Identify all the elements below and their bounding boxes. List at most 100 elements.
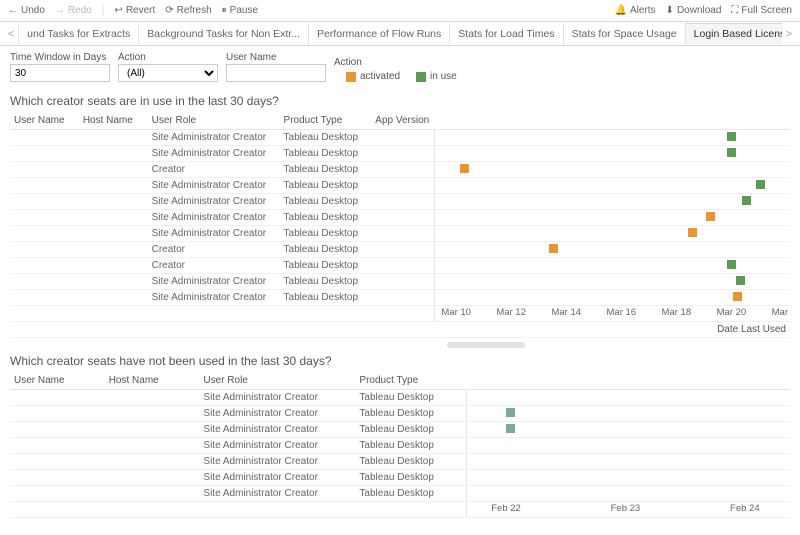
cell-product: Tableau Desktop bbox=[280, 290, 372, 306]
table-row[interactable]: Site Administrator CreatorTableau Deskto… bbox=[10, 438, 790, 454]
data-marker[interactable] bbox=[506, 424, 515, 433]
chart-cell bbox=[467, 422, 790, 438]
cell-hostname bbox=[105, 486, 200, 502]
data-marker[interactable] bbox=[460, 164, 469, 173]
cell-hostname bbox=[79, 146, 148, 162]
cell-userrole: Site Administrator Creator bbox=[148, 226, 280, 242]
revert-label: Revert bbox=[126, 5, 155, 16]
data-marker[interactable] bbox=[756, 180, 765, 189]
cell-hostname bbox=[79, 226, 148, 242]
download-button[interactable]: ⬇ Download bbox=[666, 5, 722, 16]
axis-tick-label: Mar 22 bbox=[772, 307, 790, 318]
data-marker[interactable] bbox=[727, 132, 736, 141]
horizontal-scrollbar[interactable] bbox=[10, 342, 790, 348]
chart-cell bbox=[434, 194, 790, 210]
cell-userrole: Site Administrator Creator bbox=[148, 146, 280, 162]
column-header[interactable]: User Role bbox=[199, 372, 355, 390]
legend-swatch bbox=[346, 72, 356, 82]
column-header[interactable]: Host Name bbox=[105, 372, 200, 390]
table-row[interactable]: Site Administrator CreatorTableau Deskto… bbox=[10, 422, 790, 438]
cell-userrole: Site Administrator Creator bbox=[148, 178, 280, 194]
cell-username bbox=[10, 470, 105, 486]
cell-appversion bbox=[371, 274, 434, 290]
column-header[interactable]: Host Name bbox=[79, 112, 148, 130]
cell-username bbox=[10, 146, 79, 162]
tab-4[interactable]: Stats for Space Usage bbox=[564, 23, 686, 44]
column-header[interactable]: Product Type bbox=[280, 112, 372, 130]
table-row[interactable]: Site Administrator CreatorTableau Deskto… bbox=[10, 210, 790, 226]
fullscreen-label: Full Screen bbox=[741, 5, 792, 16]
chart-cell bbox=[434, 226, 790, 242]
action-filter: Action (All) bbox=[118, 52, 218, 82]
pause-icon: ⏸ bbox=[222, 5, 227, 16]
cell-appversion bbox=[371, 162, 434, 178]
action-filter-select[interactable]: (All) bbox=[118, 64, 218, 82]
undo-button[interactable]: ← Undo bbox=[8, 5, 45, 16]
data-marker[interactable] bbox=[733, 292, 742, 301]
data-marker[interactable] bbox=[742, 196, 751, 205]
table-row[interactable]: Site Administrator CreatorTableau Deskto… bbox=[10, 454, 790, 470]
cell-appversion bbox=[371, 210, 434, 226]
tab-1[interactable]: Background Tasks for Non Extr... bbox=[139, 23, 309, 44]
tab-3[interactable]: Stats for Load Times bbox=[450, 23, 563, 44]
table-row[interactable]: Site Administrator CreatorTableau Deskto… bbox=[10, 194, 790, 210]
revert-button[interactable]: ↩ Revert bbox=[114, 5, 155, 16]
table-row[interactable]: Site Administrator CreatorTableau Deskto… bbox=[10, 470, 790, 486]
cell-username bbox=[10, 194, 79, 210]
user-name-input[interactable] bbox=[226, 64, 326, 82]
tabs-scroll-right[interactable]: > bbox=[782, 28, 796, 40]
pause-button[interactable]: ⏸ Pause bbox=[222, 5, 258, 16]
cell-appversion bbox=[371, 146, 434, 162]
fullscreen-button[interactable]: ⛶ Full Screen bbox=[731, 5, 792, 16]
chart-cell bbox=[434, 258, 790, 274]
cell-hostname bbox=[79, 162, 148, 178]
table-row[interactable]: Site Administrator CreatorTableau Deskto… bbox=[10, 390, 790, 406]
table-row[interactable]: CreatorTableau Desktop bbox=[10, 258, 790, 274]
cell-product: Tableau Desktop bbox=[355, 390, 466, 406]
cell-username bbox=[10, 274, 79, 290]
data-marker[interactable] bbox=[727, 148, 736, 157]
cell-userrole: Site Administrator Creator bbox=[199, 486, 355, 502]
cell-username bbox=[10, 390, 105, 406]
table-row[interactable]: CreatorTableau Desktop bbox=[10, 162, 790, 178]
tab-2[interactable]: Performance of Flow Runs bbox=[309, 23, 450, 44]
table-row[interactable]: Site Administrator CreatorTableau Deskto… bbox=[10, 290, 790, 306]
redo-button[interactable]: → Redo bbox=[55, 5, 92, 16]
table-row[interactable]: Site Administrator CreatorTableau Deskto… bbox=[10, 226, 790, 242]
column-header[interactable]: User Name bbox=[10, 372, 105, 390]
table-row[interactable]: Site Administrator CreatorTableau Deskto… bbox=[10, 486, 790, 502]
time-window-input[interactable] bbox=[10, 64, 110, 82]
cell-username bbox=[10, 210, 79, 226]
table-row[interactable]: Site Administrator CreatorTableau Deskto… bbox=[10, 146, 790, 162]
data-marker[interactable] bbox=[549, 244, 558, 253]
cell-username bbox=[10, 486, 105, 502]
chart-cell bbox=[467, 438, 790, 454]
cell-hostname bbox=[105, 470, 200, 486]
data-marker[interactable] bbox=[727, 260, 736, 269]
time-window-filter: Time Window in Days bbox=[10, 52, 110, 82]
data-marker[interactable] bbox=[506, 408, 515, 417]
axis-tick-label: Feb 22 bbox=[491, 503, 521, 514]
data-marker[interactable] bbox=[688, 228, 697, 237]
table-row[interactable]: Site Administrator CreatorTableau Deskto… bbox=[10, 406, 790, 422]
table-row[interactable]: Site Administrator CreatorTableau Deskto… bbox=[10, 274, 790, 290]
download-label: Download bbox=[677, 5, 721, 16]
data-marker[interactable] bbox=[706, 212, 715, 221]
tab-0[interactable]: und Tasks for Extracts bbox=[18, 23, 139, 44]
cell-product: Tableau Desktop bbox=[280, 146, 372, 162]
tabs-scroll-left[interactable]: < bbox=[4, 28, 18, 40]
chart-column bbox=[434, 112, 790, 130]
table-row[interactable]: CreatorTableau Desktop bbox=[10, 242, 790, 258]
refresh-button[interactable]: ⟳ Refresh bbox=[165, 5, 211, 16]
table-row[interactable]: Site Administrator CreatorTableau Deskto… bbox=[10, 130, 790, 146]
column-header[interactable]: User Role bbox=[148, 112, 280, 130]
cell-userrole: Site Administrator Creator bbox=[199, 438, 355, 454]
data-marker[interactable] bbox=[736, 276, 745, 285]
column-header[interactable]: App Version bbox=[371, 112, 434, 130]
column-header[interactable]: Product Type bbox=[355, 372, 466, 390]
alerts-button[interactable]: 🔔 Alerts bbox=[615, 5, 656, 16]
refresh-icon: ⟳ bbox=[165, 5, 173, 16]
tab-5[interactable]: Login Based License Usage bbox=[686, 23, 782, 44]
table-row[interactable]: Site Administrator CreatorTableau Deskto… bbox=[10, 178, 790, 194]
column-header[interactable]: User Name bbox=[10, 112, 79, 130]
